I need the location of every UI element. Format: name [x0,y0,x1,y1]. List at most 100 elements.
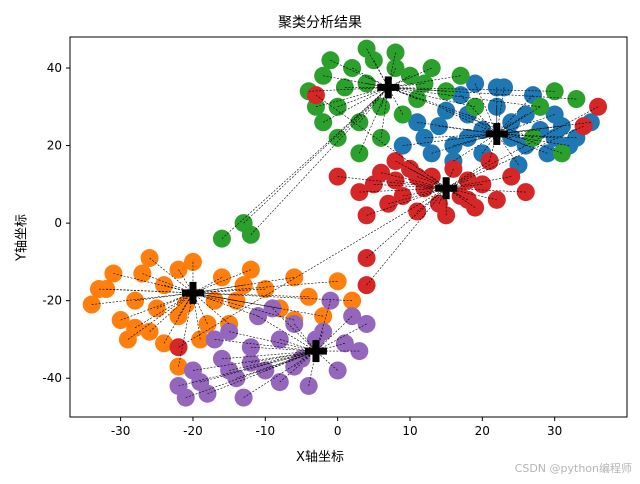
y-tick-label: 40 [47,61,62,75]
centroid-connection-line [474,83,498,135]
centroid-connection-line [257,315,317,352]
centroid-connection-line [178,350,317,387]
centroid-connection-line [460,94,498,135]
centroid-connection-line [315,94,447,189]
centroid-connection-line [214,339,316,352]
data-point [241,260,260,279]
centroid-connection-line [250,350,317,364]
centroids-layer [181,76,508,363]
data-point [502,113,521,132]
centroid-connection-line [315,315,353,352]
x-tick-label: 30 [547,424,562,438]
centroid-connection-line [192,292,280,309]
centroid-connection-line [424,133,497,139]
centroid-connection-line [446,184,483,189]
x-axis-label: X轴坐标 [296,450,344,465]
centroid-connection-line [337,176,447,189]
centroid-connection-line [192,277,295,294]
x-tick-label: -30 [111,424,131,438]
centroid-connection-line [323,75,389,88]
centroid-connection-line [337,87,389,139]
centroid-connection-line [279,350,317,383]
centroid-connection-line [127,292,194,340]
centroid-connection-line [496,106,541,135]
centroid-connection-line [178,187,447,348]
x-tick-label: -10 [256,424,276,438]
y-axis-label: Y轴坐标 [14,214,30,261]
chart-title: 聚类分析结果 [278,15,362,31]
centroid-connection-line [207,350,317,395]
x-tick-label: -20 [183,424,203,438]
centroid-connection-line [446,187,468,201]
x-tick-label: 20 [475,424,490,438]
centroid-connection-line [200,350,317,383]
centroid-connection-line [388,87,476,108]
centroid-connection-line [402,133,497,146]
centroid-connection-line [388,75,411,88]
centroid-connection-line [373,184,447,189]
centroid-connection-line [388,87,534,139]
centroid-connection-line [438,125,497,135]
centroid-connection-line [388,83,425,88]
centroid-connection-line [192,292,230,325]
centroid-connection-line [272,308,317,352]
centroid-connection-line [243,87,389,224]
centroid-connection-line [192,292,309,298]
centroid-connection-line [359,187,447,193]
centroid-connection-line [446,187,526,193]
centroid-connection-line [315,323,367,352]
centroid-connection-line [489,133,498,162]
centroid-connection-line [496,94,534,135]
centroid-marker [377,76,400,99]
centroid-connection-line [229,331,317,352]
x-tick-label: 10 [402,424,417,438]
centroid-connection-line [496,133,577,139]
centroid-connection-line [446,125,584,189]
centroid-connection-line [192,280,338,294]
centroid-connection-line [221,87,389,239]
centroid-connection-line [395,160,447,189]
centroid-connection-line [163,292,194,344]
centroid-connection-line [467,133,497,139]
centroid-connection-line [496,133,519,166]
centroid-connection-line [388,75,461,88]
axes-frame [69,36,628,418]
centroid-connection-line [301,350,317,360]
centroid-connection-line [113,273,194,294]
centroid-connection-line [482,133,498,154]
centroid-connection-line [496,122,591,135]
centroid-connection-line [366,187,447,216]
centroid-connection-line [453,133,497,162]
centroid-connection-line [496,133,570,146]
centroid-connection-line [91,292,194,305]
centroid-connection-line [149,292,194,332]
centroid-connection-line [308,87,389,92]
y-tick-label: 0 [54,216,62,230]
centroid-marker [304,340,327,363]
centroid-connection-line [359,87,389,154]
centroid-connection-line [496,133,555,139]
y-tick-label: -40 [42,371,62,385]
centroid-connection-line [135,292,194,301]
centroid-connection-line [192,292,324,317]
centroid-connection-line [330,59,389,88]
centroid-connection-line [294,323,317,352]
centroid-connection-line [417,187,447,212]
centroid-connection-line [388,87,541,108]
centroid-connection-line [359,87,389,123]
centroid-connection-line [315,350,338,371]
centroid-marker [485,122,508,145]
data-point [502,167,521,186]
centroid-connection-line [446,106,599,189]
centroid-connection-line [366,48,389,88]
centroid-connection-line [221,350,316,360]
centroid-connection-line [192,277,223,294]
centroid-connection-line [149,257,194,294]
centroid-connection-line [98,288,193,294]
centroid-connection-line [380,172,447,189]
centroid-connection-line [243,350,317,398]
centroid-connection-line [453,133,497,146]
y-tick-label: -20 [42,294,62,308]
